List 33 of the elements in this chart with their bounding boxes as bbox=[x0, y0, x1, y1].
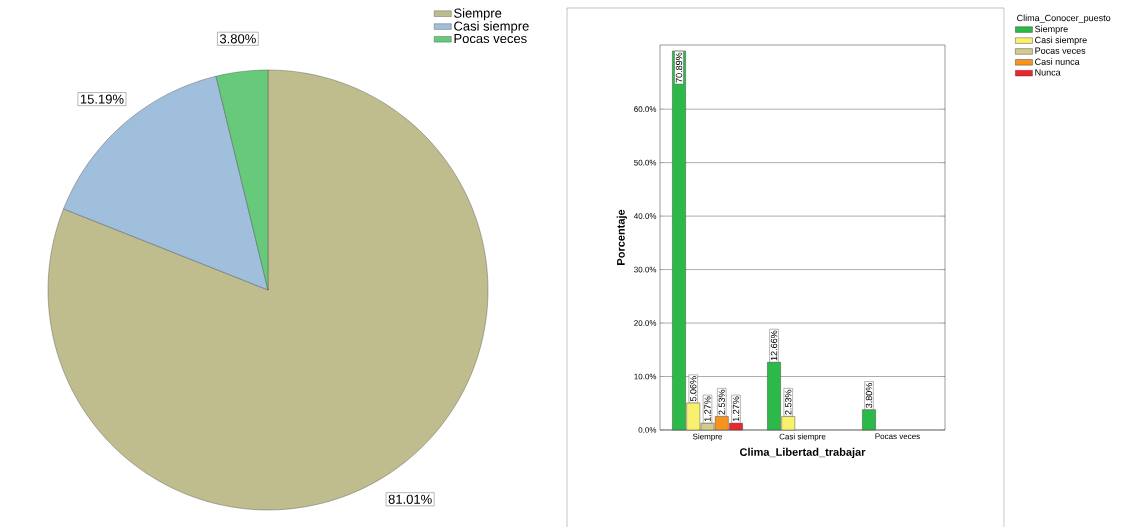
legend-label: Casi siempre bbox=[1035, 36, 1087, 45]
data-label: 2.53% bbox=[785, 389, 792, 415]
legend-label: Pocas veces bbox=[1035, 47, 1086, 54]
legend-label: Casi nunca bbox=[1035, 58, 1080, 65]
y-tick-label: 40.0% bbox=[633, 213, 657, 219]
x-axis-title: Clima_Libertad_trabajar bbox=[739, 447, 866, 459]
data-label: 1.27% bbox=[732, 396, 740, 422]
legend-label: Pocas veces bbox=[454, 34, 527, 44]
data-label: 81.01% bbox=[388, 494, 432, 504]
data-label: 5.06% bbox=[690, 376, 697, 402]
data-label: 1.27% bbox=[704, 396, 711, 422]
data-label: 12.66% bbox=[770, 330, 778, 361]
y-tick-label: 60.0% bbox=[634, 106, 657, 112]
data-label: 3.80% bbox=[865, 383, 873, 408]
y-tick-label: 50.0% bbox=[634, 159, 657, 166]
legend-label: Nunca bbox=[1035, 69, 1061, 76]
data-label: 2.53% bbox=[718, 389, 725, 415]
legend-label: Siempre bbox=[454, 8, 502, 21]
legend-label: Siempre bbox=[1035, 25, 1068, 34]
legend-title: Clima_Conocer_puesto bbox=[1017, 14, 1111, 23]
data-label: 70.89% bbox=[675, 52, 683, 83]
x-tick-label: Pocas veces bbox=[875, 433, 920, 440]
x-tick-label: Siempre bbox=[692, 433, 723, 441]
y-tick-label: 10.0% bbox=[634, 373, 657, 380]
bar bbox=[862, 409, 876, 431]
x-tick-label: Casi siempre bbox=[779, 433, 826, 441]
y-tick-label: 30.0% bbox=[634, 266, 657, 273]
y-tick-label: 20.0% bbox=[634, 320, 657, 326]
legend-label: Casi siempre bbox=[454, 21, 529, 34]
data-label: 3.80% bbox=[219, 34, 256, 44]
y-tick-label: 0.0% bbox=[638, 427, 657, 433]
y-axis-title: Porcentaje bbox=[616, 209, 627, 265]
data-label: 15.19% bbox=[80, 94, 124, 104]
